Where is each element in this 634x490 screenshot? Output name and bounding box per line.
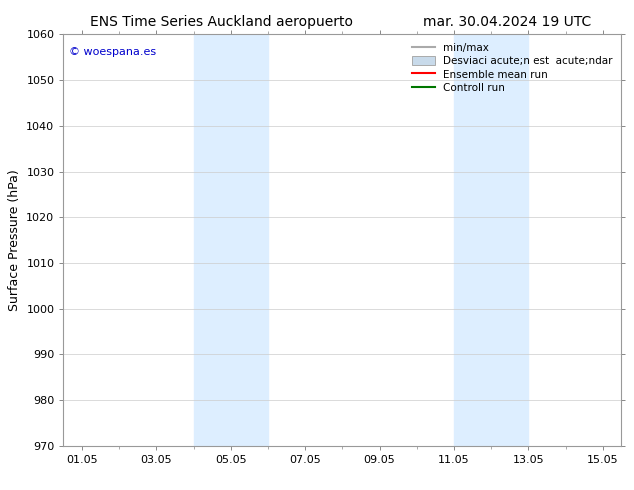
Y-axis label: Surface Pressure (hPa): Surface Pressure (hPa) xyxy=(8,169,21,311)
Text: mar. 30.04.2024 19 UTC: mar. 30.04.2024 19 UTC xyxy=(423,15,592,29)
Text: ENS Time Series Auckland aeropuerto: ENS Time Series Auckland aeropuerto xyxy=(91,15,353,29)
Legend: min/max, Desviaci acute;n est  acute;ndar, Ensemble mean run, Controll run: min/max, Desviaci acute;n est acute;ndar… xyxy=(409,40,616,96)
Bar xyxy=(193,34,268,446)
Text: © woespana.es: © woespana.es xyxy=(69,47,156,57)
Bar xyxy=(454,34,528,446)
